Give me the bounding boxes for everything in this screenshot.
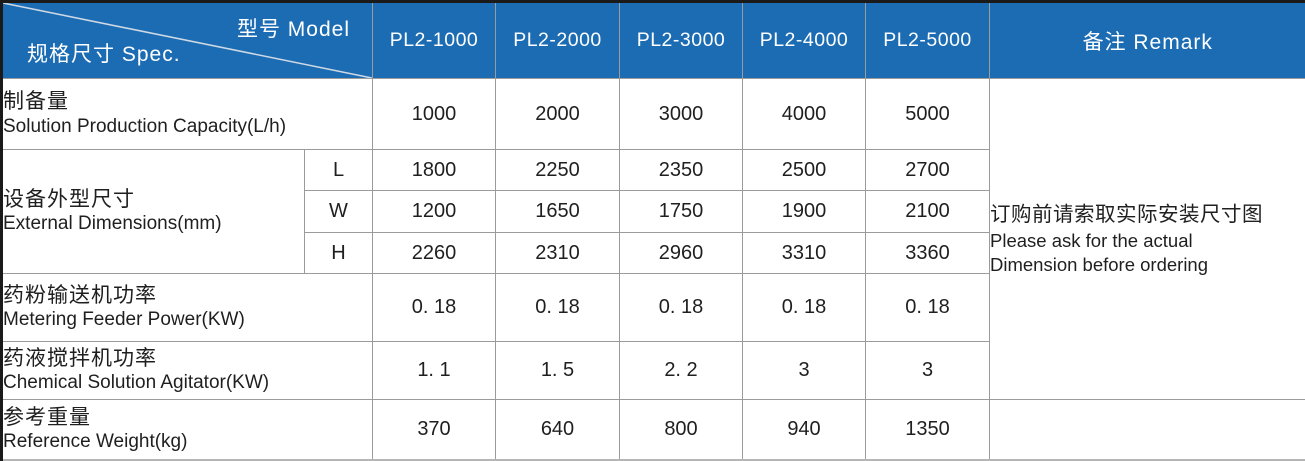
spec-label-feeder-power: 药粉输送机功率 Metering Feeder Power(KW) [2, 274, 373, 342]
spec-label-reference-weight: 参考重量 Reference Weight(kg) [2, 400, 373, 460]
value-cell: 940 [743, 400, 866, 460]
value-cell: 0. 18 [373, 274, 496, 342]
value-cell: 1000 [373, 79, 496, 150]
value-cell: 2260 [373, 233, 496, 274]
spec-label-agitator-power: 药液搅拌机功率 Chemical Solution Agitator(KW) [2, 342, 373, 400]
value-cell: 2250 [496, 150, 620, 191]
value-cell: 0. 18 [620, 274, 743, 342]
spec-label-en: Chemical Solution Agitator(KW) [3, 372, 372, 395]
value-cell: 3 [743, 342, 866, 400]
value-cell: 2310 [496, 233, 620, 274]
value-cell: 1800 [373, 150, 496, 191]
value-cell: 800 [620, 400, 743, 460]
row-reference-weight: 参考重量 Reference Weight(kg) 370 640 800 94… [2, 400, 1305, 460]
model-header-pl2-1000: PL2-1000 [373, 2, 496, 79]
spec-label-external-dimensions: 设备外型尺寸 External Dimensions(mm) [2, 150, 305, 274]
value-cell: 2500 [743, 150, 866, 191]
spec-axis-label: 规格尺寸 Spec. [27, 38, 181, 68]
value-cell: 1900 [743, 191, 866, 233]
remark-text-en: Dimension before ordering [990, 253, 1305, 277]
value-cell: 2960 [620, 233, 743, 274]
value-cell: 3310 [743, 233, 866, 274]
dimension-sub-label-h: H [305, 233, 373, 274]
value-cell: 3000 [620, 79, 743, 150]
value-cell: 5000 [866, 79, 990, 150]
value-cell: 2000 [496, 79, 620, 150]
model-header-pl2-3000: PL2-3000 [620, 2, 743, 79]
remark-text-zh: 订购前请索取实际安装尺寸图 [990, 201, 1305, 229]
spec-label-en: Metering Feeder Power(KW) [3, 309, 372, 332]
row-production-capacity: 制备量 Solution Production Capacity(L/h) 10… [2, 79, 1305, 150]
value-cell: 2350 [620, 150, 743, 191]
remark-text-en: Please ask for the actual [990, 229, 1305, 253]
value-cell: 1350 [866, 400, 990, 460]
model-header-pl2-5000: PL2-5000 [866, 2, 990, 79]
spec-label-en: Solution Production Capacity(L/h) [3, 116, 372, 139]
value-cell: 0. 18 [866, 274, 990, 342]
value-cell: 1. 5 [496, 342, 620, 400]
value-cell: 0. 18 [496, 274, 620, 342]
value-cell: 1200 [373, 191, 496, 233]
diagonal-header-cell: 型号 Model 规格尺寸 Spec. [2, 2, 373, 79]
model-axis-label: 型号 Model [237, 13, 350, 43]
remark-cell: 订购前请索取实际安装尺寸图 Please ask for the actual … [990, 79, 1305, 400]
value-cell: 2. 2 [620, 342, 743, 400]
value-cell: 1. 1 [373, 342, 496, 400]
spec-label-zh: 制备量 [3, 89, 372, 115]
value-cell: 1750 [620, 191, 743, 233]
spec-label-zh: 设备外型尺寸 [3, 187, 304, 213]
value-cell: 3 [866, 342, 990, 400]
value-cell: 0. 18 [743, 274, 866, 342]
value-cell: 1650 [496, 191, 620, 233]
model-header-pl2-4000: PL2-4000 [743, 2, 866, 79]
dimension-sub-label-l: L [305, 150, 373, 191]
model-header-pl2-2000: PL2-2000 [496, 2, 620, 79]
spec-label-en: Reference Weight(kg) [3, 431, 372, 454]
spec-label-zh: 药液搅拌机功率 [3, 346, 372, 372]
value-cell: 2100 [866, 191, 990, 233]
value-cell: 370 [373, 400, 496, 460]
value-cell: 640 [496, 400, 620, 460]
spec-label-en: External Dimensions(mm) [3, 213, 304, 236]
spec-label-zh: 药粉输送机功率 [3, 283, 372, 309]
spec-label-production-capacity: 制备量 Solution Production Capacity(L/h) [2, 79, 373, 150]
value-cell: 4000 [743, 79, 866, 150]
value-cell: 3360 [866, 233, 990, 274]
value-cell: 2700 [866, 150, 990, 191]
spec-label-zh: 参考重量 [3, 405, 372, 431]
dimension-sub-label-w: W [305, 191, 373, 233]
header-row: 型号 Model 规格尺寸 Spec. PL2-1000 PL2-2000 PL… [2, 2, 1305, 79]
remark-header: 备注 Remark [990, 2, 1305, 79]
